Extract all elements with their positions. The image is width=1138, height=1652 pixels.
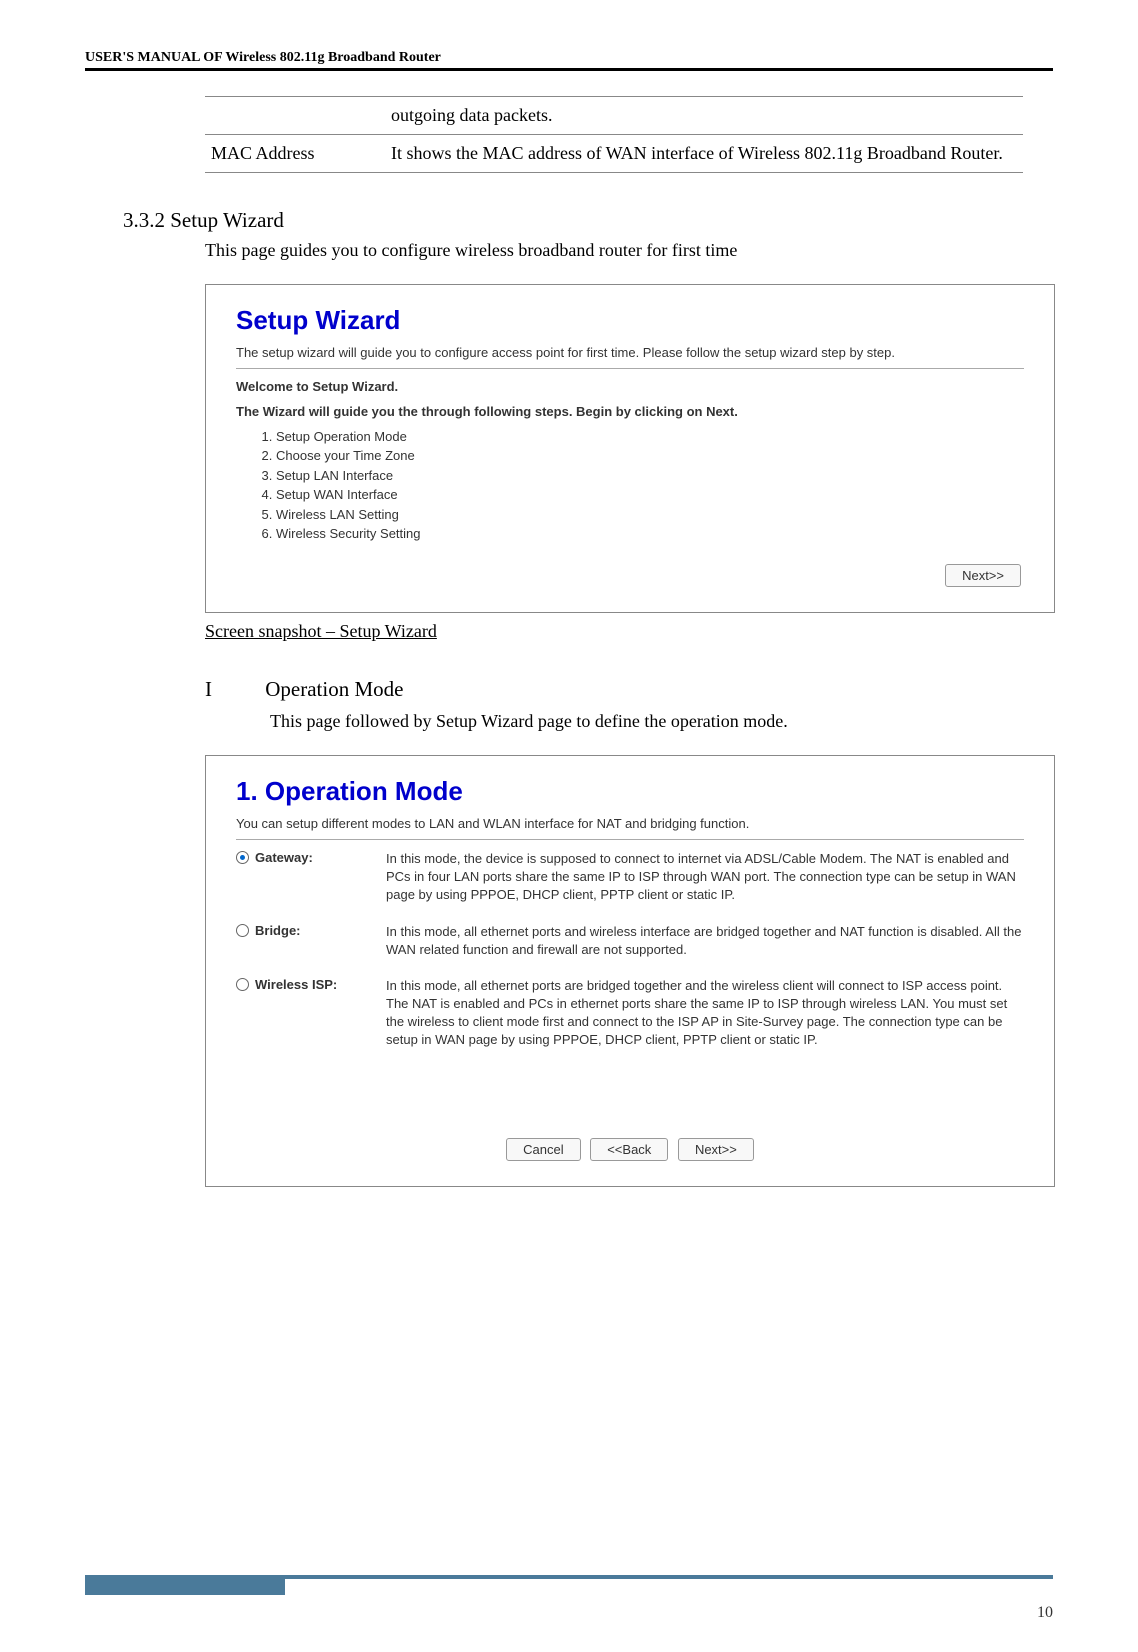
mac-address-label: MAC Address xyxy=(205,134,385,172)
gateway-desc: In this mode, the device is supposed to … xyxy=(386,850,1024,905)
step-1: Setup Operation Mode xyxy=(276,427,1024,447)
gateway-radio[interactable]: Gateway: xyxy=(236,850,366,865)
radio-unchecked-icon xyxy=(236,978,249,991)
cancel-button[interactable]: Cancel xyxy=(506,1138,580,1161)
divider xyxy=(236,839,1024,840)
radio-checked-icon xyxy=(236,851,249,864)
mac-address-desc: It shows the MAC address of WAN interfac… xyxy=(385,134,1023,172)
radio-unchecked-icon xyxy=(236,924,249,937)
op-title: 1. Operation Mode xyxy=(236,776,1024,807)
bridge-label: Bridge: xyxy=(255,923,301,938)
operation-mode-heading: I Operation Mode xyxy=(205,677,1053,702)
bridge-radio[interactable]: Bridge: xyxy=(236,923,366,938)
section-desc: This page guides you to configure wirele… xyxy=(205,237,1053,264)
roman-numeral: I xyxy=(205,677,260,702)
section-heading: 3.3.2 Setup Wizard xyxy=(123,208,1053,233)
wireless-isp-radio[interactable]: Wireless ISP: xyxy=(236,977,366,992)
setup-wizard-screenshot: Setup Wizard The setup wizard will guide… xyxy=(205,284,1055,613)
wireless-isp-desc: In this mode, all ethernet ports are bri… xyxy=(386,977,1024,1050)
outgoing-desc: outgoing data packets. xyxy=(385,97,1023,135)
wizard-steps: Setup Operation Mode Choose your Time Zo… xyxy=(276,427,1024,544)
wizard-welcome: Welcome to Setup Wizard. xyxy=(236,379,1024,394)
table-blank xyxy=(205,97,385,135)
page-number: 10 xyxy=(1037,1604,1053,1621)
step-4: Setup WAN Interface xyxy=(276,485,1024,505)
step-3: Setup LAN Interface xyxy=(276,466,1024,486)
wireless-isp-label: Wireless ISP: xyxy=(255,977,337,992)
next-button[interactable]: Next>> xyxy=(678,1138,754,1161)
divider xyxy=(236,368,1024,369)
manual-header: USER'S MANUAL OF Wireless 802.11g Broadb… xyxy=(85,50,1053,71)
wizard-subtitle: The Wizard will guide you the through fo… xyxy=(236,404,1024,419)
operation-mode-screenshot: 1. Operation Mode You can setup differen… xyxy=(205,755,1055,1187)
mac-address-table: outgoing data packets. MAC Address It sh… xyxy=(205,96,1023,173)
bridge-desc: In this mode, all ethernet ports and wir… xyxy=(386,923,1024,959)
next-button[interactable]: Next>> xyxy=(945,564,1021,587)
gateway-label: Gateway: xyxy=(255,850,313,865)
step-5: Wireless LAN Setting xyxy=(276,505,1024,525)
screenshot-caption: Screen snapshot – Setup Wizard xyxy=(205,621,1053,642)
operation-mode-title: Operation Mode xyxy=(265,677,403,701)
op-intro: You can setup different modes to LAN and… xyxy=(236,815,1024,833)
page-footer: 10 xyxy=(85,1575,1053,1622)
operation-mode-desc-text: This page followed by Setup Wizard page … xyxy=(270,708,1053,735)
back-button[interactable]: <<Back xyxy=(590,1138,668,1161)
step-6: Wireless Security Setting xyxy=(276,524,1024,544)
wizard-title: Setup Wizard xyxy=(236,305,1024,336)
wizard-intro: The setup wizard will guide you to confi… xyxy=(236,344,1024,362)
step-2: Choose your Time Zone xyxy=(276,446,1024,466)
